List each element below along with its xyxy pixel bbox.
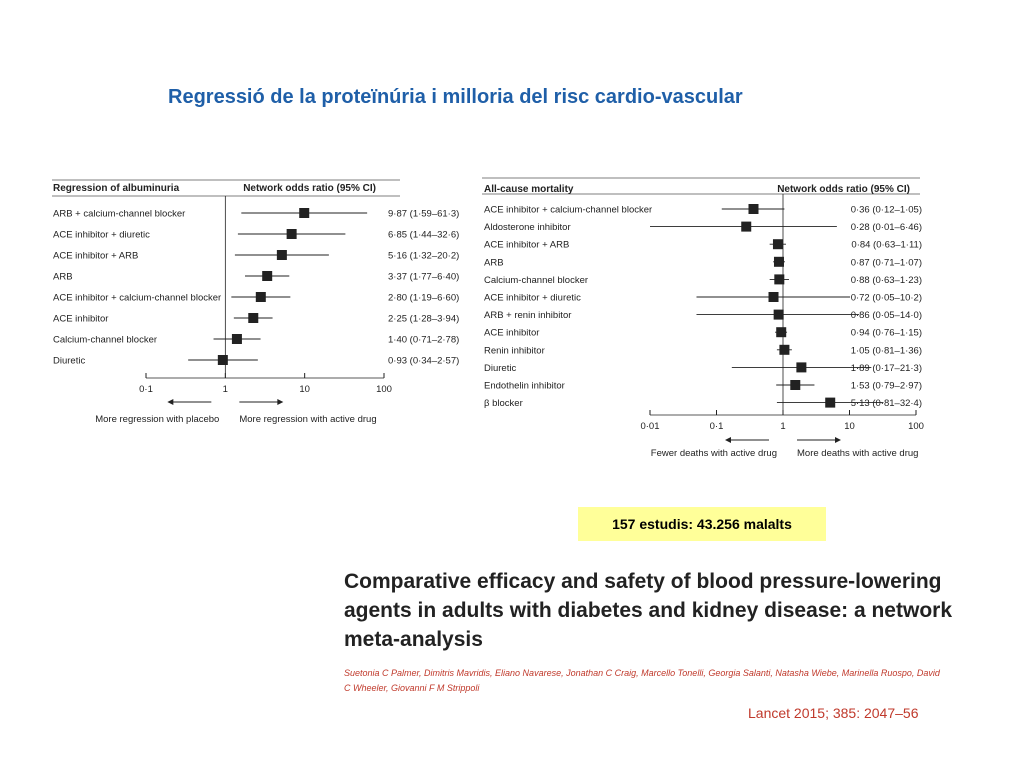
estimate-square [774, 274, 785, 285]
ci-value: 2·25 (1·28–3·94) [388, 314, 459, 325]
estimate-square [768, 292, 779, 302]
ci-value: 0·28 (0·01–6·46) [851, 222, 922, 233]
row-label: ACE inhibitor + diuretic [53, 230, 150, 241]
ci-value: 0·72 (0·05–10·2) [851, 293, 922, 304]
estimate-square [773, 309, 784, 320]
x-tick-label: 100 [376, 384, 392, 395]
estimate-square [825, 397, 836, 408]
estimate-square [217, 355, 228, 365]
estimate-square [772, 239, 783, 250]
ci-value: 0·94 (0·76–1·15) [851, 328, 922, 339]
row-label: ARB + calcium-channel blocker [53, 209, 185, 220]
x-tick-label: 0·1 [710, 421, 724, 432]
row-label: ARB [53, 272, 73, 283]
ci-value: 6·85 (1·44–32·6) [388, 230, 459, 241]
row-label: ACE inhibitor [53, 314, 108, 325]
estimate-square [779, 344, 790, 355]
right-direction-label: More deaths with active drug [797, 448, 918, 459]
slide-title: Regressió de la proteïnúria i milloria d… [168, 86, 743, 108]
estimate-square [248, 313, 259, 323]
row-label: Aldosterone inhibitor [484, 222, 571, 233]
row-label: ACE inhibitor + ARB [484, 240, 569, 251]
right-arrowhead [277, 399, 284, 405]
plot-title: Regression of albuminuria [53, 183, 180, 194]
estimate-square [741, 221, 752, 232]
row-label: ACE inhibitor + diuretic [484, 293, 581, 304]
x-tick-label: 0·1 [139, 384, 153, 395]
right-direction-label: More regression with active drug [239, 414, 376, 425]
row-label: Calcium-channel blocker [53, 335, 157, 346]
estimate-square [286, 229, 297, 239]
right-arrowhead [835, 437, 841, 443]
left-direction-label: More regression with placebo [95, 414, 219, 425]
axis-title: Network odds ratio (95% CI) [777, 184, 910, 195]
paper-title: Comparative efficacy and safety of blood… [344, 570, 952, 651]
row-label: Endothelin inhibitor [484, 381, 565, 392]
left-direction-label: Fewer deaths with active drug [651, 448, 777, 459]
row-label: β blocker [484, 398, 523, 409]
ci-value: 1·53 (0·79–2·97) [851, 381, 922, 392]
plot-title: All-cause mortality [484, 184, 574, 195]
row-label: Calcium-channel blocker [484, 275, 588, 286]
estimate-square [262, 271, 273, 281]
estimate-square [748, 204, 759, 214]
row-label: ARB [484, 257, 504, 268]
left-arrowhead [167, 399, 174, 405]
x-tick-label: 100 [908, 421, 924, 432]
ci-value: 0·84 (0·63–1·11) [851, 240, 922, 251]
ci-value: 3·37 (1·77–6·40) [388, 272, 459, 283]
ci-value: 0·93 (0·34–2·57) [388, 356, 459, 367]
x-tick-label: 0·01 [640, 421, 659, 432]
row-label: Diuretic [53, 356, 85, 367]
x-tick-label: 1 [223, 384, 228, 395]
ci-value: 0·36 (0·12–1·05) [851, 205, 922, 216]
ci-value: 0·88 (0·63–1·23) [851, 275, 922, 286]
ci-value: 0·86 (0·05–14·0) [851, 310, 922, 321]
row-label: Renin inhibitor [484, 345, 545, 356]
left-arrowhead [725, 437, 731, 443]
ci-value: 9·87 (1·59–61·3) [388, 209, 459, 220]
estimate-square [299, 208, 310, 218]
ci-value: 0·87 (0·71–1·07) [851, 257, 922, 268]
estimate-square [255, 292, 266, 302]
x-tick-label: 10 [299, 384, 310, 395]
paper-citation: Lancet 2015; 385: 2047–56 [748, 705, 919, 721]
estimate-square [790, 380, 801, 390]
axis-title: Network odds ratio (95% CI) [243, 183, 376, 194]
ci-value: 1·89 (0·17–21·3) [851, 363, 922, 374]
paper-authors: Suetonia C Palmer, Dimitris Mavridis, El… [344, 668, 940, 693]
ci-value: 5·13 (0·81–32·4) [851, 398, 922, 409]
row-label: ACE inhibitor [484, 328, 539, 339]
estimate-square [773, 256, 784, 267]
row-label: Diuretic [484, 363, 516, 374]
estimate-square [796, 362, 807, 373]
row-label: ARB + renin inhibitor [484, 310, 571, 321]
row-label: ACE inhibitor + calcium-channel blocker [53, 293, 221, 304]
estimate-square [276, 250, 287, 260]
ci-value: 1·05 (0·81–1·36) [851, 345, 922, 356]
x-tick-label: 10 [844, 421, 855, 432]
x-tick-label: 1 [780, 421, 785, 432]
study-count-badge: 157 estudis: 43.256 malalts [578, 507, 826, 541]
estimate-square [776, 327, 787, 338]
row-label: ACE inhibitor + calcium-channel blocker [484, 205, 652, 216]
estimate-square [231, 334, 242, 344]
ci-value: 2·80 (1·19–6·60) [388, 293, 459, 304]
ci-value: 1·40 (0·71–2·78) [388, 335, 459, 346]
row-label: ACE inhibitor + ARB [53, 251, 138, 262]
ci-value: 5·16 (1·32–20·2) [388, 251, 459, 262]
